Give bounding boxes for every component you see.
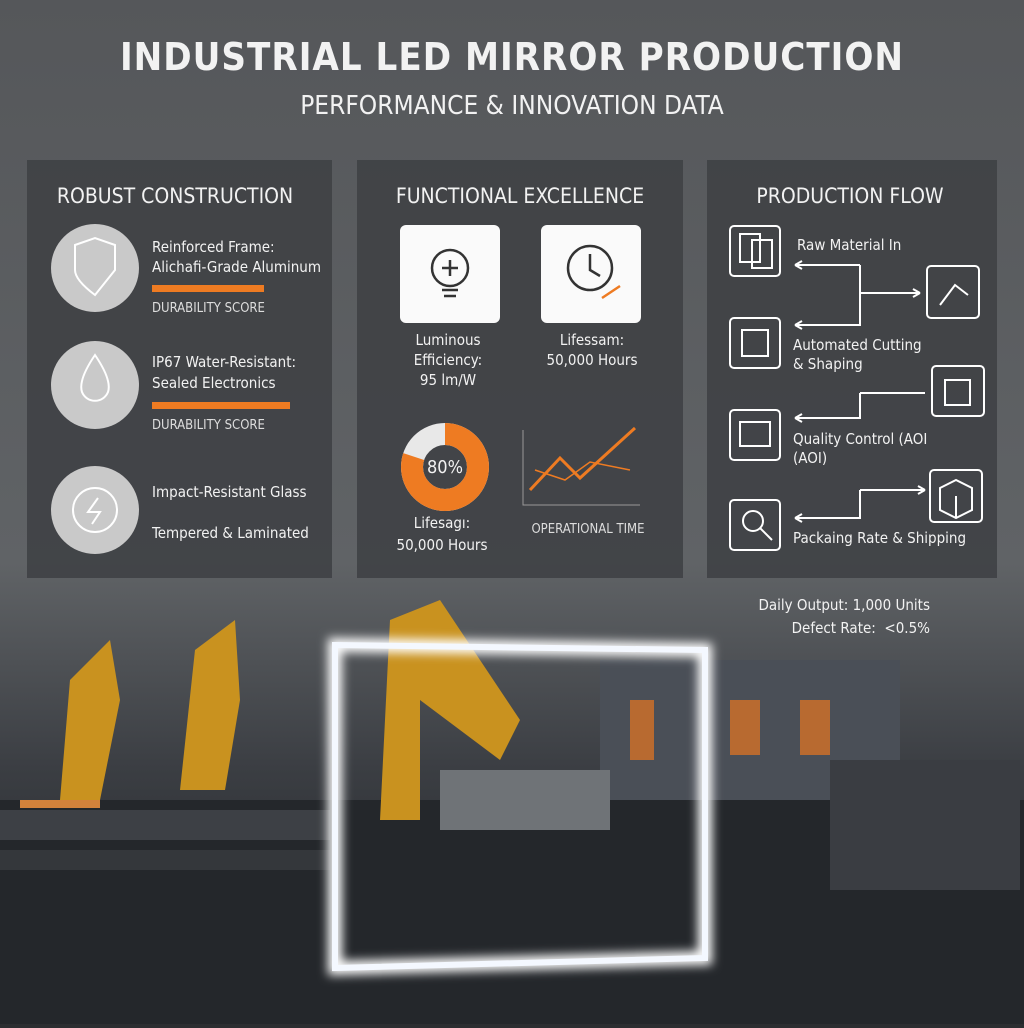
metric-text: Lifessam:: [560, 331, 624, 349]
item-text: Reinforced Frame:: [152, 238, 275, 256]
item-caption: DURABILITY SCORE: [152, 301, 265, 316]
stat-text: Defect Rate: <0.5%: [792, 619, 931, 637]
step-text: Raw Material In: [797, 236, 901, 254]
donut-label: 80%: [427, 457, 463, 478]
metric-text: 50,000 Hours: [396, 536, 487, 554]
flow-diagram: [729, 225, 985, 551]
item-caption: DURABILITY SCORE: [152, 418, 265, 433]
item-text: Alichafi-Grade Aluminum: [152, 258, 321, 276]
title: INDUSTRIAL LED MIRROR PRODUCTION: [120, 35, 904, 79]
metric-text: 95 lm/W: [420, 371, 476, 389]
led-mirror: [328, 637, 712, 976]
step-text: & Shaping: [793, 355, 863, 373]
item-text: Tempered & Laminated: [151, 524, 309, 542]
stat-text: Daily Output: 1,000 Units: [758, 596, 930, 614]
panel-title: FUNCTIONAL EXCELLENCE: [396, 184, 644, 208]
metric-text: Efficiency:: [414, 351, 482, 369]
icons: [400, 225, 641, 506]
donut-arc: [401, 423, 489, 511]
item-text: Impact-Resistant Glass: [152, 483, 307, 501]
step-text: Automated Cutting: [793, 336, 922, 354]
step-text: (AOI): [793, 449, 827, 467]
panel: [357, 160, 683, 578]
item-text: Sealed Electronics: [152, 374, 276, 392]
metric-text: 50,000 Hours: [546, 351, 637, 369]
metric-text: Lifesagı:: [414, 514, 470, 532]
step-text: Quality Control (AOI: [793, 430, 927, 448]
panel-title: PRODUCTION FLOW: [756, 184, 944, 208]
chart-caption: OPERATIONAL TIME: [531, 522, 644, 537]
subtitle: PERFORMANCE & INNOVATION DATA: [300, 91, 724, 121]
panel-title: ROBUST CONSTRUCTION: [57, 184, 293, 208]
factory-scene: [0, 600, 1024, 1024]
item-text: IP67 Water-Resistant:: [152, 353, 296, 371]
step-text: Packaing Rate & Shipping: [793, 529, 966, 547]
icons: [51, 224, 290, 554]
metric-text: Luminous: [415, 331, 480, 349]
